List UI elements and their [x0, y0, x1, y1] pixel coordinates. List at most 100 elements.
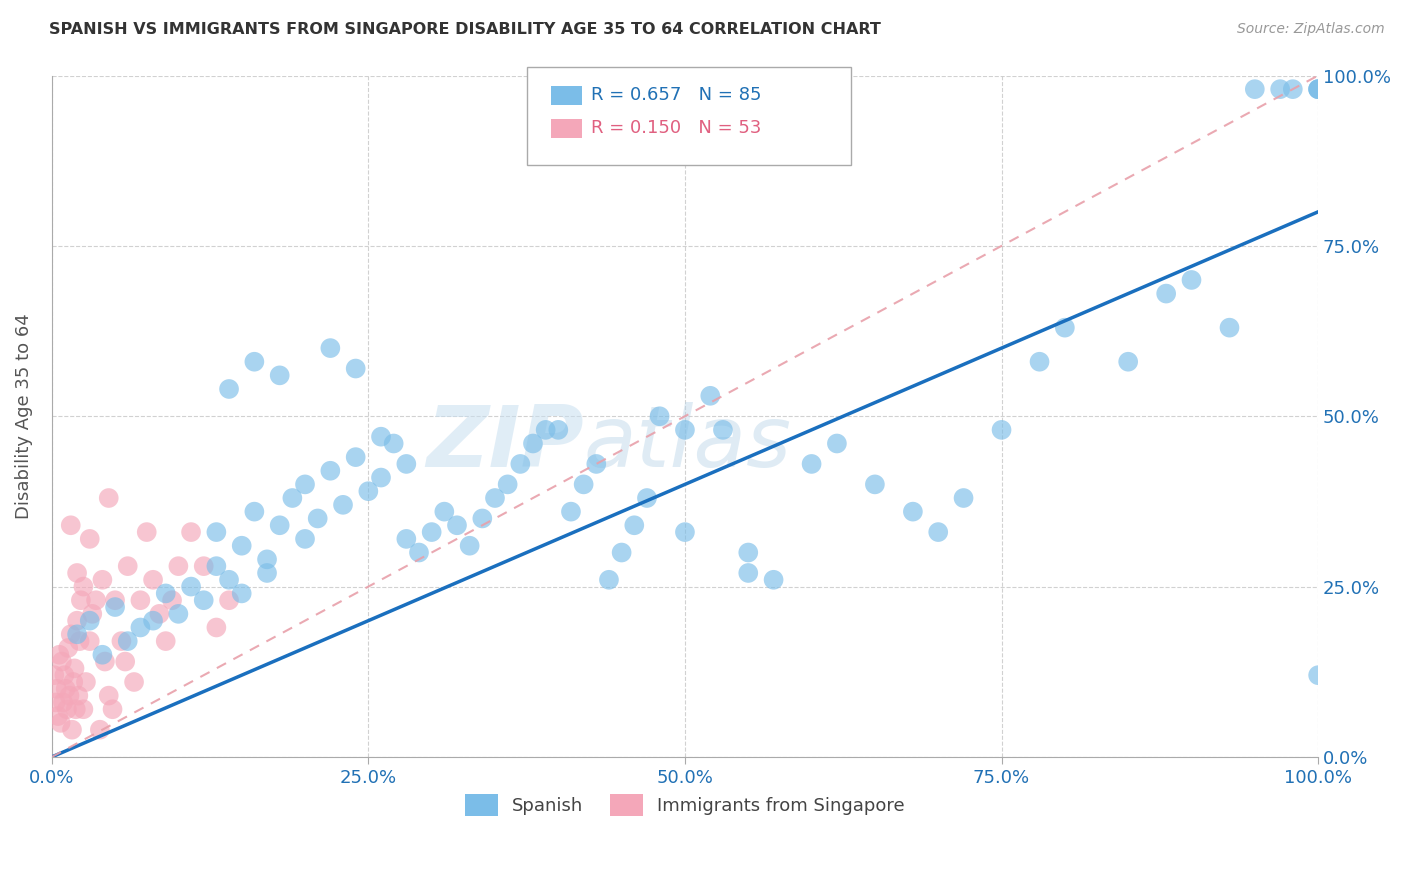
- Point: [623, 518, 645, 533]
- Point: [56, 702, 79, 716]
- Point: [636, 491, 658, 505]
- Point: [79, 614, 101, 628]
- Point: [142, 614, 165, 628]
- Point: [218, 573, 240, 587]
- Point: [243, 505, 266, 519]
- Point: [231, 586, 253, 600]
- Point: [218, 593, 240, 607]
- Point: [420, 525, 443, 540]
- Point: [148, 607, 170, 621]
- Point: [825, 436, 848, 450]
- Point: [256, 566, 278, 580]
- Point: [673, 525, 696, 540]
- Point: [91, 648, 114, 662]
- Point: [52, 695, 75, 709]
- Point: [294, 532, 316, 546]
- Point: [1028, 355, 1050, 369]
- Point: [72, 702, 94, 716]
- Point: [63, 661, 86, 675]
- Point: [496, 477, 519, 491]
- Point: [205, 620, 228, 634]
- Point: [66, 566, 89, 580]
- Point: [79, 532, 101, 546]
- Point: [97, 689, 120, 703]
- Point: [218, 382, 240, 396]
- Point: [205, 559, 228, 574]
- Point: [281, 491, 304, 505]
- Point: [66, 614, 89, 628]
- Point: [1308, 82, 1330, 96]
- Point: [44, 668, 66, 682]
- Point: [58, 689, 80, 703]
- Point: [522, 436, 544, 450]
- Text: R = 0.657   N = 85: R = 0.657 N = 85: [591, 87, 761, 104]
- Point: [60, 723, 83, 737]
- Point: [1308, 668, 1330, 682]
- Point: [990, 423, 1012, 437]
- Point: [737, 566, 759, 580]
- Y-axis label: Disability Age 35 to 64: Disability Age 35 to 64: [15, 313, 32, 519]
- Point: [585, 457, 607, 471]
- Point: [231, 539, 253, 553]
- Point: [58, 640, 80, 655]
- Point: [433, 505, 456, 519]
- Point: [446, 518, 468, 533]
- Point: [1154, 286, 1177, 301]
- Point: [180, 580, 202, 594]
- Point: [1268, 82, 1291, 96]
- Point: [89, 723, 111, 737]
- Legend: Spanish, Immigrants from Singapore: Spanish, Immigrants from Singapore: [458, 787, 912, 823]
- Point: [344, 450, 367, 464]
- Point: [72, 580, 94, 594]
- Point: [110, 634, 132, 648]
- Point: [1281, 82, 1303, 96]
- Point: [534, 423, 557, 437]
- Text: ZIP: ZIP: [426, 402, 583, 485]
- Point: [711, 423, 734, 437]
- Point: [319, 464, 342, 478]
- Point: [269, 368, 291, 383]
- Point: [762, 573, 785, 587]
- Point: [59, 627, 82, 641]
- Point: [48, 648, 70, 662]
- Point: [62, 675, 84, 690]
- Point: [471, 511, 494, 525]
- Point: [129, 620, 152, 634]
- Point: [51, 655, 73, 669]
- Point: [167, 607, 190, 621]
- Point: [269, 518, 291, 533]
- Point: [104, 600, 127, 615]
- Point: [66, 627, 89, 641]
- Point: [94, 655, 117, 669]
- Point: [927, 525, 949, 540]
- Point: [610, 545, 633, 559]
- Point: [307, 511, 329, 525]
- Point: [135, 525, 157, 540]
- Point: [256, 552, 278, 566]
- Point: [1116, 355, 1139, 369]
- Point: [46, 709, 69, 723]
- Point: [122, 675, 145, 690]
- Point: [1180, 273, 1202, 287]
- Point: [863, 477, 886, 491]
- Point: [75, 675, 97, 690]
- Point: [167, 559, 190, 574]
- Point: [117, 559, 139, 574]
- Point: [395, 457, 418, 471]
- Text: Source: ZipAtlas.com: Source: ZipAtlas.com: [1237, 22, 1385, 37]
- Point: [800, 457, 823, 471]
- Point: [91, 573, 114, 587]
- Point: [484, 491, 506, 505]
- Point: [952, 491, 974, 505]
- Point: [104, 593, 127, 607]
- Point: [65, 702, 87, 716]
- Point: [1308, 82, 1330, 96]
- Point: [205, 525, 228, 540]
- Point: [193, 559, 215, 574]
- Point: [357, 484, 380, 499]
- Point: [243, 355, 266, 369]
- Point: [155, 634, 177, 648]
- Point: [53, 668, 76, 682]
- Point: [160, 593, 183, 607]
- Point: [408, 545, 430, 559]
